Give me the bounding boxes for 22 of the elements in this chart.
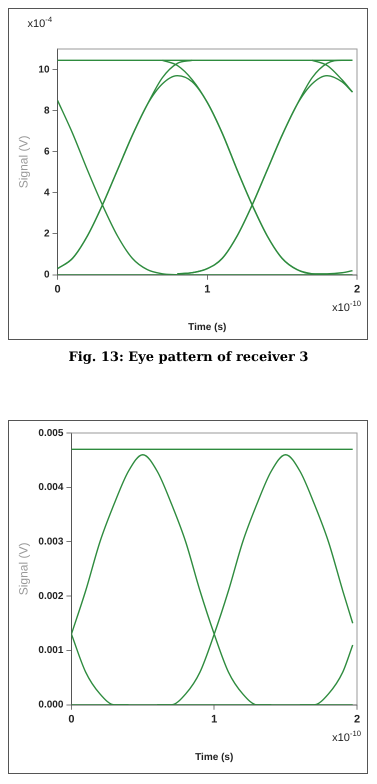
x-tick-label: 1 bbox=[204, 283, 210, 296]
y-tick-label: 0.004 bbox=[38, 482, 64, 494]
x-tick-label: 2 bbox=[354, 713, 360, 726]
y-tick-label: 4 bbox=[44, 187, 50, 198]
y-tick-label: 10 bbox=[38, 64, 50, 76]
x-axis-title: Time (s) bbox=[195, 752, 234, 763]
y-tick-label: 0.001 bbox=[38, 645, 64, 656]
y-tick-label: 8 bbox=[44, 105, 50, 116]
y-tick-label: 0.002 bbox=[38, 590, 64, 602]
x-tick-label: 1 bbox=[211, 713, 218, 726]
y-tick-label: 0.005 bbox=[38, 428, 64, 439]
y-axis-title: Signal (V) bbox=[16, 136, 31, 188]
x-axis-title: Time (s) bbox=[188, 322, 226, 333]
x-tick-label: 2 bbox=[354, 283, 360, 296]
y-tick-label: 6 bbox=[44, 146, 50, 158]
y-tick-label: 0.000 bbox=[38, 700, 64, 711]
text: Fig. 13: Eye pattern of receiver 3 bbox=[68, 350, 310, 365]
y-tick-label: 0.003 bbox=[38, 536, 64, 548]
y-tick-label: 0 bbox=[44, 270, 50, 281]
x-tick-label: 0 bbox=[68, 713, 74, 726]
y-tick-label: 2 bbox=[44, 228, 50, 240]
y-axis-title: Signal (V) bbox=[16, 542, 31, 596]
